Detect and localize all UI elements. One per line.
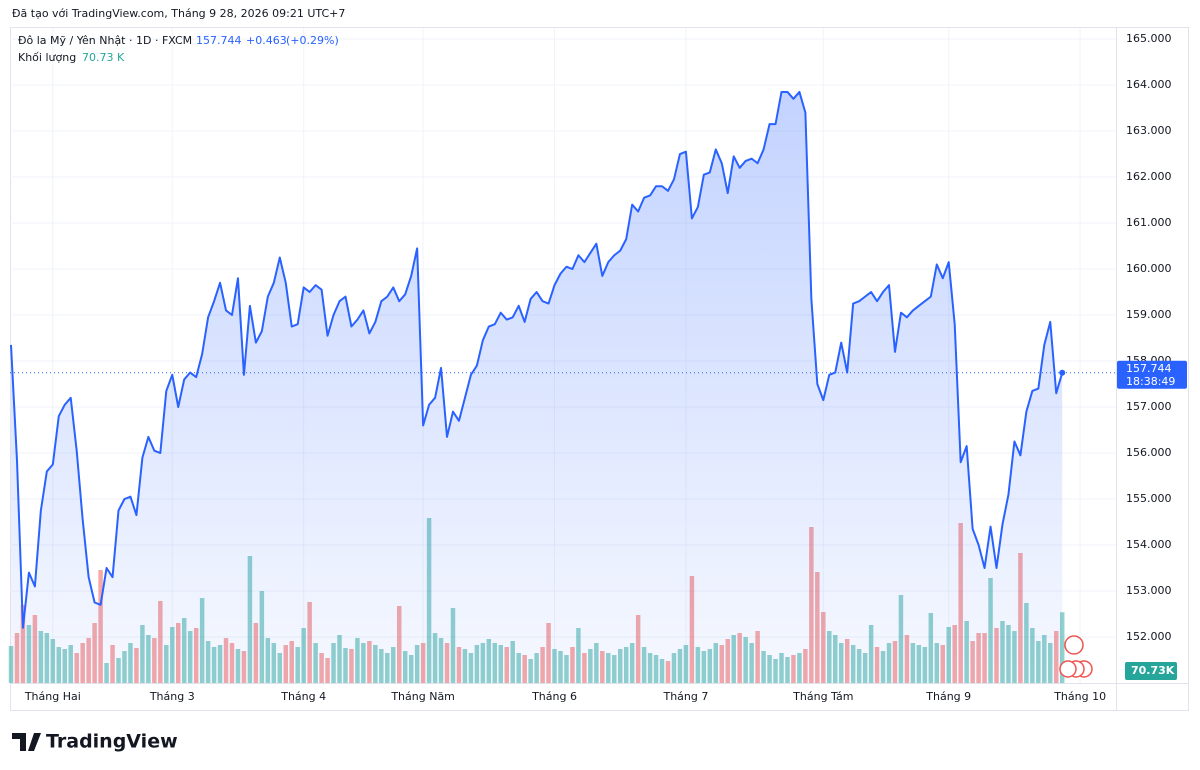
price-countdown: 18:38:49 [1126, 375, 1175, 388]
y-tick-label: 159.000 [1126, 308, 1172, 321]
y-tick-label: 162.000 [1126, 170, 1172, 183]
brand-name: TradingView [46, 731, 178, 753]
axes: 152.000 153.000 154.000 155.000 156.000 157.0… [24, 32, 1187, 703]
chart-frame [10, 27, 1189, 711]
price-badge [1117, 360, 1187, 389]
x-tick-label: Tháng Năm [390, 690, 455, 703]
y-tick-label: 165.000 [1126, 32, 1172, 45]
legend-change-pct: (+0.29%) [286, 34, 339, 47]
y-tick-label: 157.000 [1126, 400, 1172, 413]
brand-logo [12, 733, 41, 751]
price-badge-value: 157.744 [1126, 362, 1172, 375]
volume-name: Khối lượng [18, 51, 76, 64]
x-tick-label: Tháng 6 [531, 690, 577, 703]
created-note: Đã tạo với TradingView.com, Tháng 9 28, … [12, 7, 345, 20]
last-price-dot [1059, 369, 1066, 376]
symbol: Đô la Mỹ / Yên Nhật · 1D · FXCM [18, 34, 192, 47]
volume-legend-value: 70.73 K [82, 51, 125, 64]
x-tick-label: Tháng 10 [1053, 690, 1106, 703]
y-tick-label: 154.000 [1126, 538, 1172, 551]
y-tick-label: 156.000 [1126, 446, 1172, 459]
x-tick-label: Tháng Tám [792, 690, 853, 703]
price-line [10, 90, 1064, 629]
y-tick-label: 152.000 [1126, 630, 1172, 643]
event-icon [1059, 660, 1077, 678]
x-tick-label: Tháng 7 [662, 690, 708, 703]
brand: TradingView [12, 731, 178, 753]
event-markers [1059, 635, 1093, 678]
y-tick-label: 164.000 [1126, 78, 1172, 91]
y-tick-label: 163.000 [1126, 124, 1172, 137]
volume-badge-value: 70.73K [1131, 664, 1175, 677]
x-tick-label: Tháng 9 [925, 690, 971, 703]
y-tick-label: 153.000 [1126, 584, 1172, 597]
y-tick-label: 160.000 [1126, 262, 1172, 275]
event-icon [1064, 635, 1084, 655]
y-tick-label: 155.000 [1126, 492, 1172, 505]
volume-badge [1125, 662, 1177, 680]
x-tick-label: Tháng Hai [24, 690, 81, 703]
y-tick-label: 161.000 [1126, 216, 1172, 229]
legend: Đô la Mỹ / Yên Nhật · 1D · FXCM 157.744 … [18, 34, 339, 64]
legend-change: +0.463 [246, 34, 287, 47]
x-tick-label: Tháng 3 [149, 690, 195, 703]
legend-price: 157.744 [196, 34, 242, 47]
price-layer [10, 90, 1116, 683]
x-tick-label: Tháng 4 [280, 690, 326, 703]
price-area [11, 91, 1063, 683]
